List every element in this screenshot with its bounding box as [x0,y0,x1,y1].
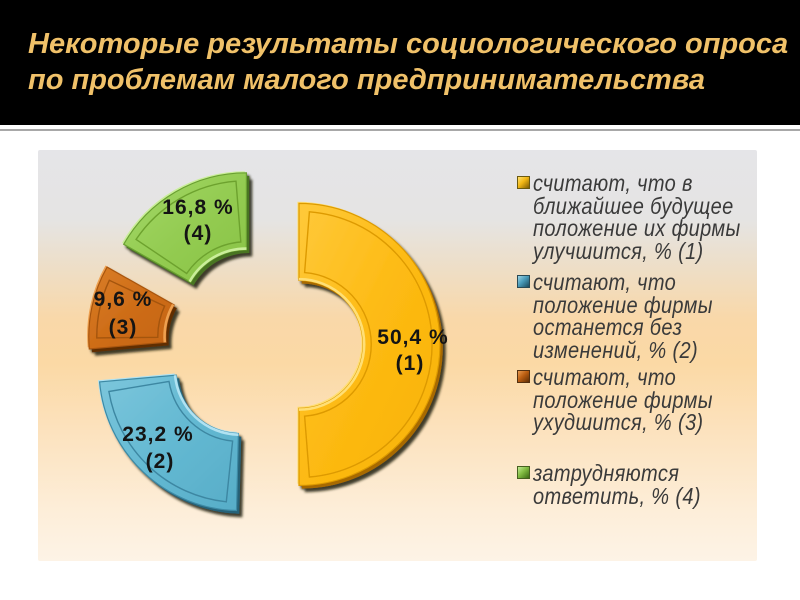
svg-text:(1): (1) [396,352,425,375]
svg-text:(4): (4) [184,222,213,245]
svg-text:9,6 %: 9,6 % [94,288,153,311]
svg-text:(3): (3) [109,316,138,339]
svg-text:(2): (2) [146,450,175,473]
svg-text:16,8 %: 16,8 % [162,196,233,219]
svg-text:50,4 %: 50,4 % [377,326,448,349]
svg-text:23,2 %: 23,2 % [122,423,193,446]
